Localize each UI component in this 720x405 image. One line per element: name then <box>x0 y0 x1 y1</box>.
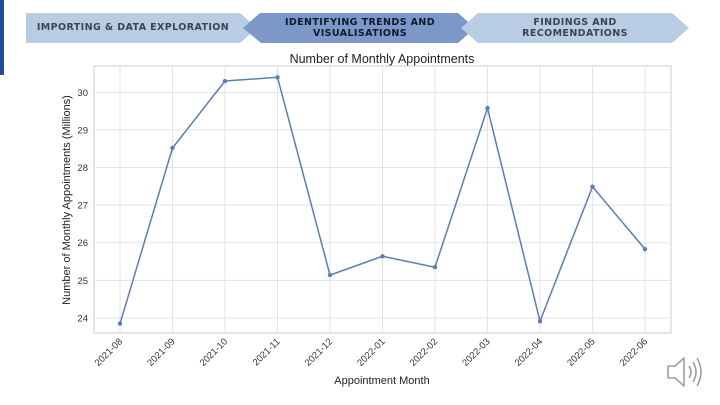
process-nav: IMPORTING & DATA EXPLORATION IDENTIFYING… <box>0 0 720 48</box>
data-point <box>590 184 595 189</box>
nav-step-arrow-importing[interactable] <box>26 13 257 43</box>
x-axis-label: Appointment Month <box>334 375 429 387</box>
data-point <box>275 75 280 80</box>
data-point <box>327 272 333 278</box>
process-nav-arrows <box>26 13 689 43</box>
y-tick-label: 26 <box>77 238 88 249</box>
x-tick-label: 2022-04 <box>513 336 545 368</box>
nav-step-arrow-findings[interactable] <box>461 13 689 43</box>
x-tick-label: 2021-09 <box>145 336 177 368</box>
x-axis-ticks: 2021-08 2021-09 2021-10 2021-11 2021-12 2022-… <box>93 336 650 368</box>
data-point <box>117 321 123 326</box>
nav-step-importing[interactable]: IMPORTING & DATA EXPLORATION <box>36 22 230 33</box>
y-tick-label: 25 <box>77 276 88 287</box>
nav-step-trends[interactable]: IDENTIFYING TRENDS AND VISUALISATIONS <box>284 17 436 39</box>
series-points <box>117 75 648 326</box>
x-tick-label: 2022-06 <box>618 336 650 368</box>
left-accent-bar <box>0 0 4 75</box>
x-tick-label: 2022-01 <box>355 336 387 368</box>
x-tick-label: 2021-12 <box>303 336 335 368</box>
x-tick-label: 2021-11 <box>251 336 283 368</box>
y-tick-label: 28 <box>77 163 88 174</box>
data-point <box>642 246 648 252</box>
y-tick-label: 29 <box>77 125 88 136</box>
y-tick-label: 27 <box>77 201 88 212</box>
data-point <box>432 264 438 270</box>
x-tick-label: 2021-10 <box>198 336 230 368</box>
data-point <box>222 78 228 84</box>
x-tick-label: 2022-02 <box>408 336 440 368</box>
data-point <box>485 105 490 111</box>
x-tick-label: 2022-05 <box>565 336 597 368</box>
chart-title: Number of Monthly Appointments <box>290 52 475 66</box>
speaker-icon[interactable] <box>664 352 708 392</box>
x-tick-label: 2021-08 <box>93 336 125 368</box>
x-tick-label: 2022-03 <box>460 336 492 368</box>
grid-lines <box>94 66 671 333</box>
nav-step-arrow-trends[interactable] <box>243 13 475 43</box>
y-axis-label: Number of Monthly Appointments (Millions… <box>61 95 73 305</box>
data-point <box>380 254 385 259</box>
y-axis-ticks: 24 25 26 27 28 29 30 <box>77 88 88 325</box>
data-point <box>170 145 175 151</box>
data-point <box>537 319 543 324</box>
y-tick-label: 24 <box>77 313 88 324</box>
line-chart: Number of Monthly Appointments 242526272… <box>61 52 672 387</box>
nav-step-findings[interactable]: FINDINGS AND RECOMENDATIONS <box>522 17 628 39</box>
y-tick-label: 30 <box>77 88 88 99</box>
